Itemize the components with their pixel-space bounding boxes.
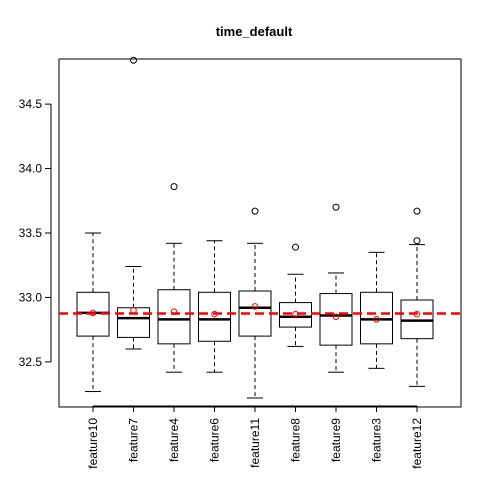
- y-axis: 32.5 33.0 33.5 34.0 34.5: [19, 97, 52, 369]
- x-tick-label: feature7: [127, 418, 141, 462]
- mean-marker: [373, 316, 380, 323]
- outlier-point: [251, 207, 259, 215]
- outlier-point: [332, 203, 340, 211]
- iqr-box: [117, 307, 150, 338]
- y-tick-label: 33.5: [19, 226, 43, 240]
- outlier-point: [292, 243, 299, 251]
- x-tick-label: feature4: [167, 418, 181, 462]
- iqr-box: [400, 299, 434, 340]
- y-tick-label: 33.0: [19, 290, 43, 304]
- x-tick-label: feature8: [289, 418, 303, 462]
- x-tick-label: feature11: [248, 418, 262, 468]
- chart-title: time_default: [216, 24, 293, 39]
- iqr-box: [157, 289, 191, 345]
- box-feature3: [360, 251, 393, 369]
- x-tick-label: feature3: [370, 418, 384, 462]
- iqr-box: [279, 302, 312, 328]
- box-feature4: [157, 183, 191, 373]
- y-tick-label: 34.5: [19, 97, 43, 111]
- mean-marker: [332, 313, 340, 321]
- plot-frame: [58, 58, 462, 408]
- iqr-box: [360, 291, 393, 345]
- x-tick-label: feature9: [329, 418, 343, 462]
- x-axis: feature10 feature7 feature4 feature6 feature…: [86, 405, 424, 469]
- outlier-point: [170, 183, 178, 191]
- outlier-point: [130, 56, 137, 64]
- x-tick-label: feature10: [86, 418, 100, 469]
- mean-marker: [251, 303, 259, 310]
- y-tick-label: 32.5: [19, 355, 43, 369]
- y-tick-label: 34.0: [19, 162, 43, 176]
- box-feature12: [400, 207, 434, 387]
- box-feature6: [198, 240, 231, 373]
- outlier-point: [413, 207, 421, 215]
- x-tick-label: feature6: [208, 418, 222, 462]
- box-feature10: [76, 232, 110, 393]
- boxes-layer: [76, 56, 434, 399]
- box-feature7: [117, 56, 150, 350]
- x-tick-label: feature12: [410, 418, 424, 469]
- box-feature11: [238, 207, 272, 399]
- outlier-point: [413, 237, 421, 245]
- box-feature9: [319, 203, 353, 373]
- box-feature8: [279, 243, 312, 347]
